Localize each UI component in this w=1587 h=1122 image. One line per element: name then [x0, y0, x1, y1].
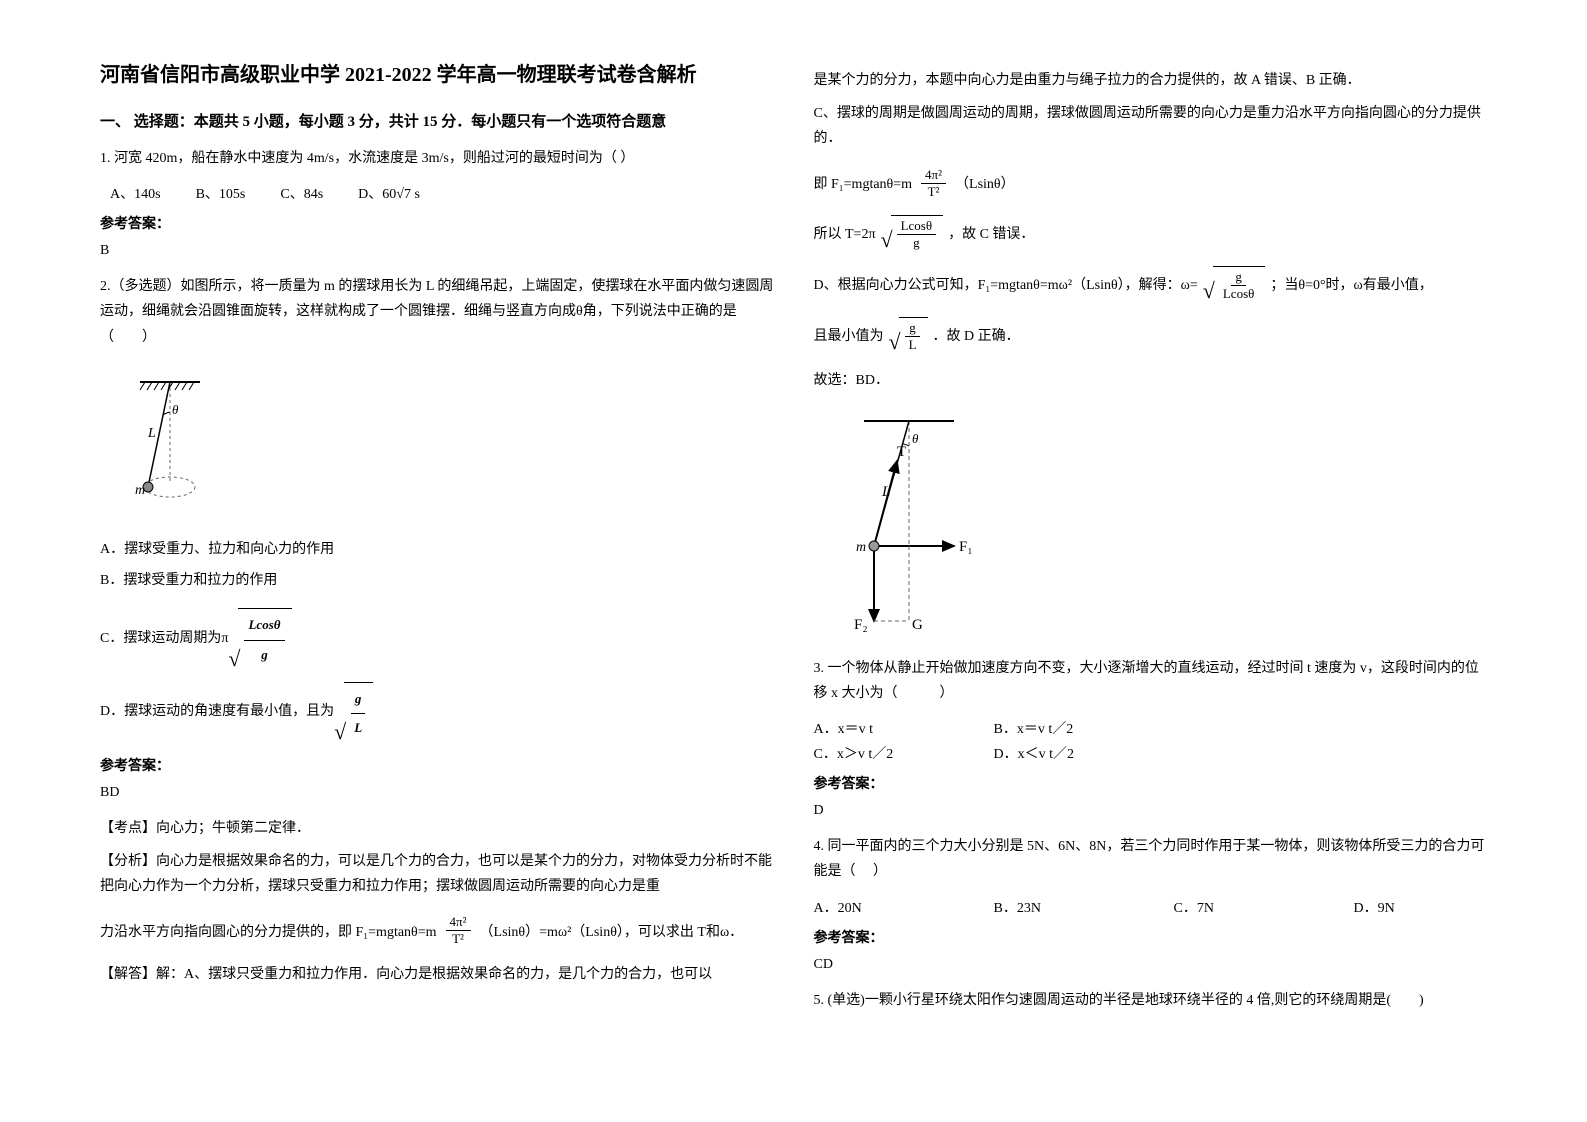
q1-optC: C、84s — [280, 183, 323, 203]
col2-p3: D、根据向心力公式可知，F₁=mgtanθ=mω²（Lsinθ），解得：ω= √… — [814, 266, 1488, 302]
section-header: 一、 选择题：本题共 5 小题，每小题 3 分，共计 15 分．每小题只有一个选… — [100, 110, 774, 131]
force-m-label: m — [856, 540, 866, 555]
q3-options: A．x＝v t B．x＝v t／2 C．x＞v t／2 D．x＜v t／2 — [814, 718, 1488, 763]
q3-answer-label: 参考答案： — [814, 773, 1488, 793]
q1-optA: A、140s — [110, 183, 161, 203]
question-5: 5. (单选)一颗小行星环绕太阳作匀速圆周运动的半径是地球环绕半径的 4 倍,则… — [814, 988, 1488, 1013]
col2-p4: 且最小值为 √ g L ．故 D 正确． — [814, 317, 1488, 353]
q4-optB: B．23N — [994, 897, 1174, 917]
q4-answer: CD — [814, 957, 1488, 973]
q2-optA: A．摆球受重力、拉力和向心力的作用 — [100, 535, 774, 566]
q2-kaodian: 【考点】向心力；牛顿第二定律． — [100, 816, 774, 841]
right-column: 是某个力的分力，本题中向心力是由重力与绳子拉力的合力提供的，故 A 错误、B 正… — [794, 60, 1508, 1062]
q1-optD: D、60√7 s — [358, 183, 420, 203]
q1-answer: B — [100, 243, 774, 259]
force-F1-label: F₁ — [959, 539, 973, 555]
q1-answer-label: 参考答案： — [100, 213, 774, 233]
q4-options: A．20N B．23N C．7N D．9N — [814, 897, 1488, 917]
col2-p2: C、摆球的周期是做圆周运动的周期，摆球做圆周运动所需要的向心力是重力沿水平方向指… — [814, 101, 1488, 151]
cone-m-label: m — [135, 483, 145, 498]
col2-p5: 故选：BD． — [814, 368, 1488, 393]
q3-optA: A．x＝v t — [814, 718, 994, 738]
q3-optC: C．x＞v t／2 — [814, 743, 994, 763]
q2-jieda: 【解答】解：A、摆球只受重力和拉力作用．向心力是根据效果命名的力，是几个力的合力… — [100, 962, 774, 987]
col2-formula-2: 所以 T=2π √ Lcosθ g ，故 C 错误． — [814, 215, 1488, 251]
q2-optD: D．摆球运动的角速度有最小值，且为 √ g L — [100, 682, 774, 743]
col2-formula-1: 即 F₁=mgtanθ=m 4π² T² （Lsinθ） — [814, 167, 1488, 200]
cone-theta-label: θ — [172, 402, 179, 417]
col2-p1: 是某个力的分力，本题中向心力是由重力与绳子拉力的合力提供的，故 A 错误、B 正… — [814, 68, 1488, 93]
force-theta-label: θ — [912, 431, 919, 446]
question-1: 1. 河宽 420m，船在静水中速度为 4m/s，水流速度是 3m/s，则船过河… — [100, 146, 774, 171]
q2-fenxi: 【分析】向心力是根据效果命名的力，可以是几个力的合力，也可以是某个力的分力，对物… — [100, 849, 774, 899]
q4-optC: C．7N — [1174, 897, 1354, 917]
cone-pendulum-diagram: m L θ — [130, 372, 250, 512]
q2-optC: C．摆球运动周期为π √ Lcosθ g — [100, 608, 774, 669]
left-column: 河南省信阳市高级职业中学 2021-2022 学年高一物理联考试卷含解析 一、 … — [80, 60, 794, 1062]
q2-formula-1: 力沿水平方向指向圆心的分力提供的，即 F₁=mgtanθ=m 4π² T² （L… — [100, 914, 774, 947]
force-G-label: G — [912, 617, 923, 633]
q1-optB: B、105s — [196, 183, 246, 203]
q4-optD: D．9N — [1354, 897, 1494, 917]
q2-answer-label: 参考答案： — [100, 755, 774, 775]
q4-optA: A．20N — [814, 897, 994, 917]
exam-title: 河南省信阳市高级职业中学 2021-2022 学年高一物理联考试卷含解析 — [100, 60, 774, 90]
force-F2-label: F₂ — [854, 617, 868, 633]
q2-answer: BD — [100, 785, 774, 801]
force-diagram: T L θ m F₁ F₂ G — [834, 411, 1014, 641]
force-T-label: T — [897, 444, 906, 460]
q2-options: A．摆球受重力、拉力和向心力的作用 B．摆球受重力和拉力的作用 C．摆球运动周期… — [100, 535, 774, 743]
q3-answer: D — [814, 803, 1488, 819]
force-L-label: L — [881, 484, 890, 500]
q3-optD: D．x＜v t／2 — [994, 743, 1174, 763]
question-3: 3. 一个物体从静止开始做加速度方向不变，大小逐渐增大的直线运动，经过时间 t … — [814, 656, 1488, 706]
q1-options: A、140s B、105s C、84s D、60√7 s — [100, 183, 774, 203]
cone-L-label: L — [147, 426, 156, 441]
q2-optB: B．摆球受重力和拉力的作用 — [100, 566, 774, 597]
q3-optB: B．x＝v t／2 — [994, 718, 1174, 738]
question-4: 4. 同一平面内的三个力大小分别是 5N、6N、8N，若三个力同时作用于某一物体… — [814, 834, 1488, 884]
q4-answer-label: 参考答案： — [814, 927, 1488, 947]
question-2: 2.（多选题）如图所示，将一质量为 m 的摆球用长为 L 的细绳吊起，上端固定，… — [100, 274, 774, 350]
